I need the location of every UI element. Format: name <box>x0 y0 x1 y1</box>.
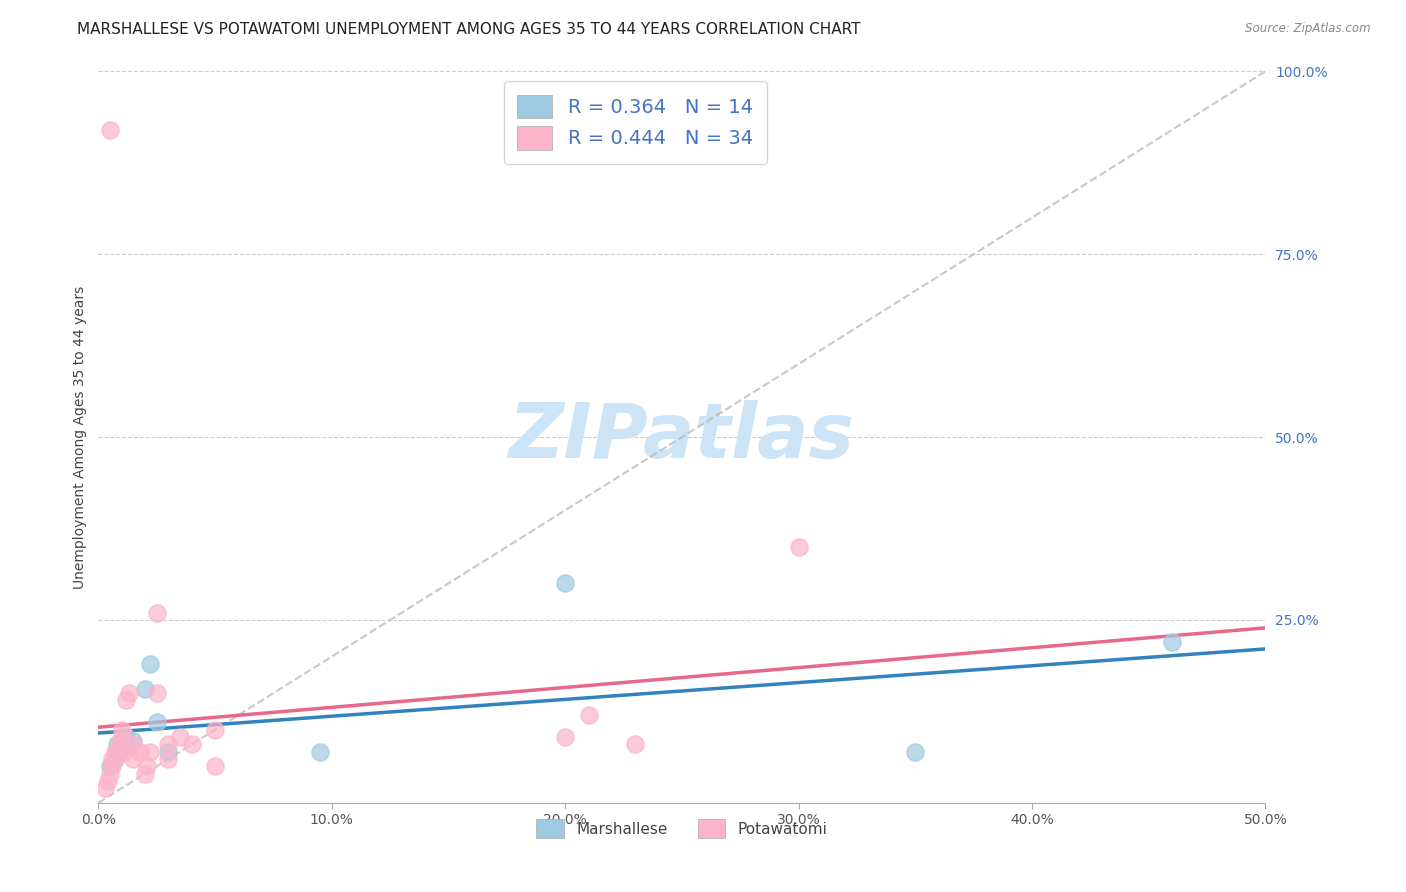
Point <box>146 686 169 700</box>
Point <box>624 737 647 751</box>
Point <box>108 737 131 751</box>
Point <box>118 686 141 700</box>
Point <box>122 752 145 766</box>
Point <box>204 723 226 737</box>
Point <box>578 708 600 723</box>
Point <box>134 682 156 697</box>
Point <box>111 737 134 751</box>
Point <box>115 693 138 707</box>
Point <box>554 576 576 591</box>
Point <box>111 723 134 737</box>
Point <box>139 745 162 759</box>
Point <box>94 781 117 796</box>
Text: Source: ZipAtlas.com: Source: ZipAtlas.com <box>1246 22 1371 36</box>
Point <box>122 733 145 747</box>
Point <box>97 773 120 788</box>
Point <box>157 745 180 759</box>
Y-axis label: Unemployment Among Ages 35 to 44 years: Unemployment Among Ages 35 to 44 years <box>73 285 87 589</box>
Point <box>105 737 128 751</box>
Point <box>146 715 169 730</box>
Point <box>104 752 127 766</box>
Point <box>105 745 128 759</box>
Point <box>787 540 810 554</box>
Point <box>904 745 927 759</box>
Text: ZIPatlas: ZIPatlas <box>509 401 855 474</box>
Point <box>122 737 145 751</box>
Point <box>134 766 156 780</box>
Point <box>169 730 191 744</box>
Point <box>111 730 134 744</box>
Point <box>129 745 152 759</box>
Point <box>157 752 180 766</box>
Point <box>98 766 121 780</box>
Point <box>157 737 180 751</box>
Point <box>204 759 226 773</box>
Point <box>104 752 127 766</box>
Point <box>180 737 202 751</box>
Point <box>554 730 576 744</box>
Point <box>101 759 124 773</box>
Point <box>101 752 124 766</box>
Point <box>139 657 162 671</box>
Point <box>98 123 121 137</box>
Point <box>146 606 169 620</box>
Point <box>112 745 135 759</box>
Point <box>136 759 159 773</box>
Point <box>115 730 138 744</box>
Point <box>111 740 134 755</box>
Point <box>309 745 332 759</box>
Text: MARSHALLESE VS POTAWATOMI UNEMPLOYMENT AMONG AGES 35 TO 44 YEARS CORRELATION CHA: MARSHALLESE VS POTAWATOMI UNEMPLOYMENT A… <box>77 22 860 37</box>
Point <box>104 745 127 759</box>
Point <box>1161 635 1184 649</box>
Point <box>98 759 121 773</box>
Legend: Marshallese, Potawatomi: Marshallese, Potawatomi <box>524 807 839 850</box>
